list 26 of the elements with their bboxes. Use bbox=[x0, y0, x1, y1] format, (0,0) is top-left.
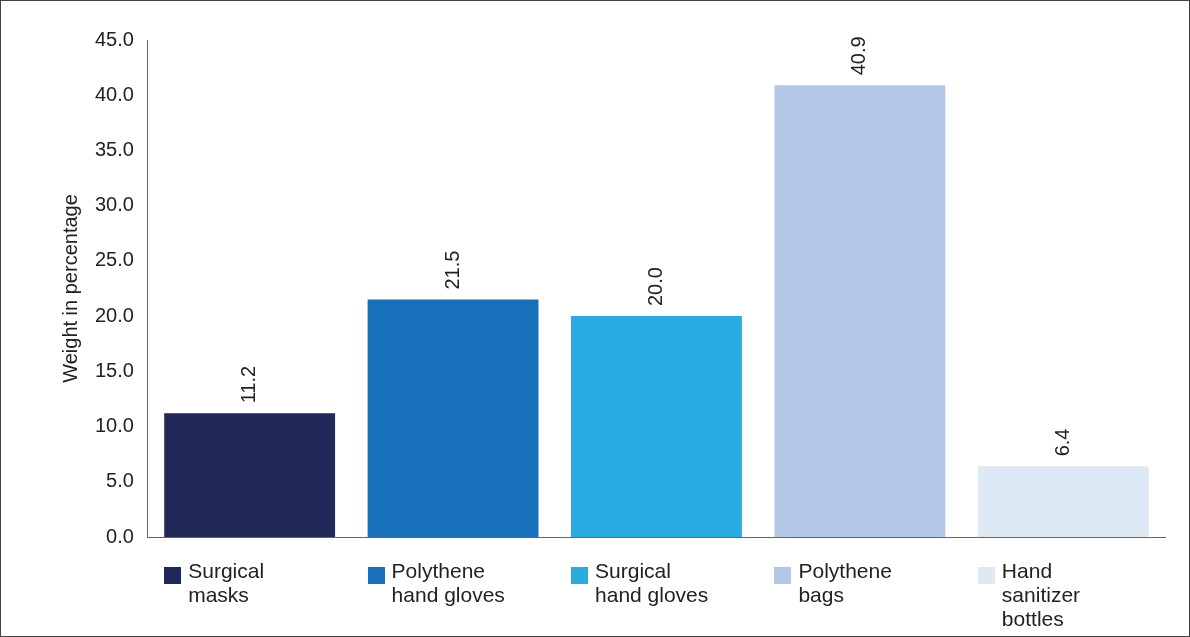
x-tick-label: Hand sanitizer bottles bbox=[1001, 559, 1081, 631]
data-label: 40.9 bbox=[847, 36, 870, 76]
y-tick-label: 20.0 bbox=[94, 303, 134, 326]
y-tick-label: 15.0 bbox=[94, 358, 134, 381]
y-tick-label: 40.0 bbox=[94, 82, 134, 105]
y-axis-title: Weight in percentage bbox=[58, 194, 81, 383]
data-label: 11.2 bbox=[237, 365, 260, 404]
y-tick-label: 30.0 bbox=[94, 193, 134, 216]
bar bbox=[164, 413, 336, 537]
y-tick-label: 5.0 bbox=[106, 469, 134, 492]
y-tick-label: 25.0 bbox=[94, 248, 134, 271]
y-tick-label: 10.0 bbox=[94, 414, 134, 437]
y-tick-label: 35.0 bbox=[94, 137, 134, 160]
y-tick-label: 0.0 bbox=[106, 524, 134, 547]
x-tick-label: Surgical hand gloves bbox=[595, 559, 709, 607]
data-label: 20.0 bbox=[643, 267, 666, 307]
bar bbox=[774, 85, 946, 537]
bar bbox=[977, 466, 1149, 537]
y-tick-label: 45.0 bbox=[94, 27, 134, 50]
x-tick-label: Polythene bags bbox=[798, 559, 892, 607]
x-tick-label: Surgical masks bbox=[188, 559, 265, 607]
bar bbox=[367, 299, 539, 537]
data-label: 21.5 bbox=[440, 250, 463, 290]
bar bbox=[571, 316, 742, 537]
data-label: 6.4 bbox=[1050, 428, 1073, 457]
x-tick-label: Polythene hand gloves bbox=[391, 559, 505, 607]
